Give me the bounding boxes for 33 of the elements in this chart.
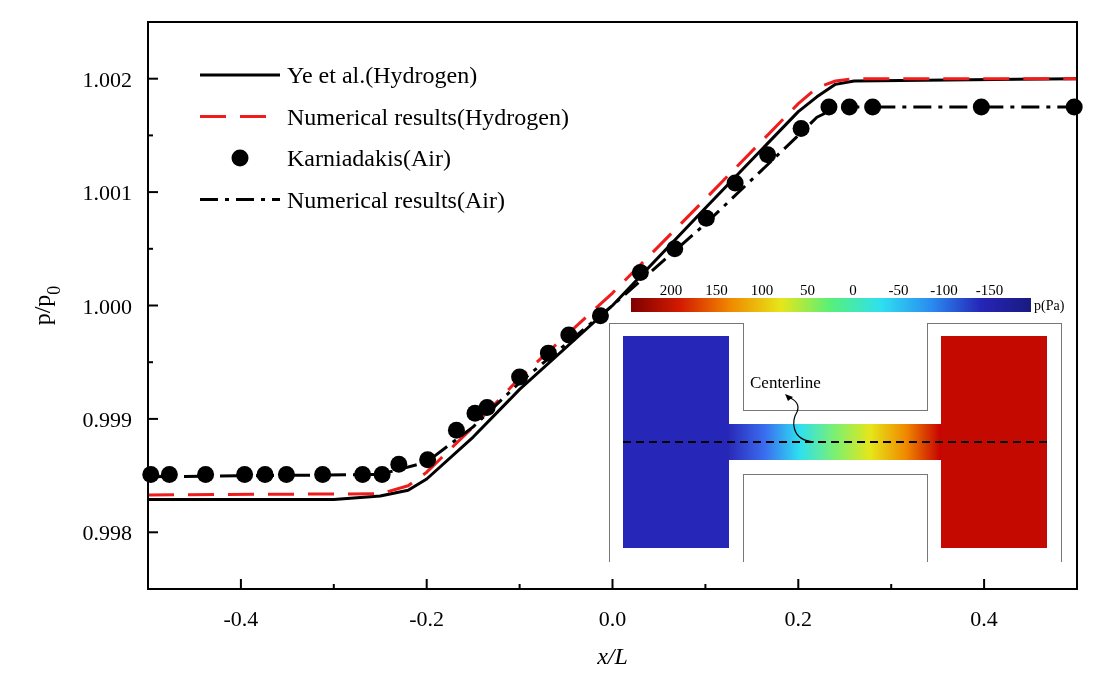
point <box>419 451 437 469</box>
point <box>236 465 254 483</box>
y-tick-label: 1.001 <box>82 180 132 206</box>
annotation: 200 <box>659 282 683 298</box>
annotation: Centerline <box>750 373 821 392</box>
legend-label: Karniadakis(Air) <box>287 145 451 171</box>
legend-label: Ye et al.(Hydrogen) <box>287 62 478 88</box>
point <box>631 264 649 282</box>
y-tick-label: 0.998 <box>82 520 132 546</box>
point <box>277 465 295 483</box>
annotation: -100 <box>930 282 958 298</box>
x-tick-label: -0.4 <box>223 606 259 631</box>
point <box>792 120 810 138</box>
legend-label: Numerical results(Hydrogen) <box>287 103 569 130</box>
annotation: p(Pa) <box>1034 298 1065 314</box>
y-tick-label: 0.999 <box>82 406 132 432</box>
y-tick-label: 1.002 <box>82 66 132 92</box>
annotation: -50 <box>888 282 909 298</box>
annotation: -150 <box>975 282 1004 298</box>
annotation: 0 <box>849 282 857 298</box>
x-tick-label: 0.0 <box>598 606 627 631</box>
point <box>447 421 465 439</box>
x-tick-label: 0.4 <box>970 606 998 631</box>
x-tick-label: -0.2 <box>409 606 445 631</box>
point <box>759 146 777 164</box>
annotation: 100 <box>750 282 774 298</box>
legend-label: Numerical results(Air) <box>287 186 505 213</box>
y-tick-label: 1.000 <box>82 293 132 319</box>
point <box>726 174 744 192</box>
x-tick-label: 0.2 <box>784 606 813 631</box>
x-axis-title: x/L <box>596 643 628 669</box>
annotation: 150 <box>705 282 728 298</box>
annotation: 50 <box>800 282 815 298</box>
